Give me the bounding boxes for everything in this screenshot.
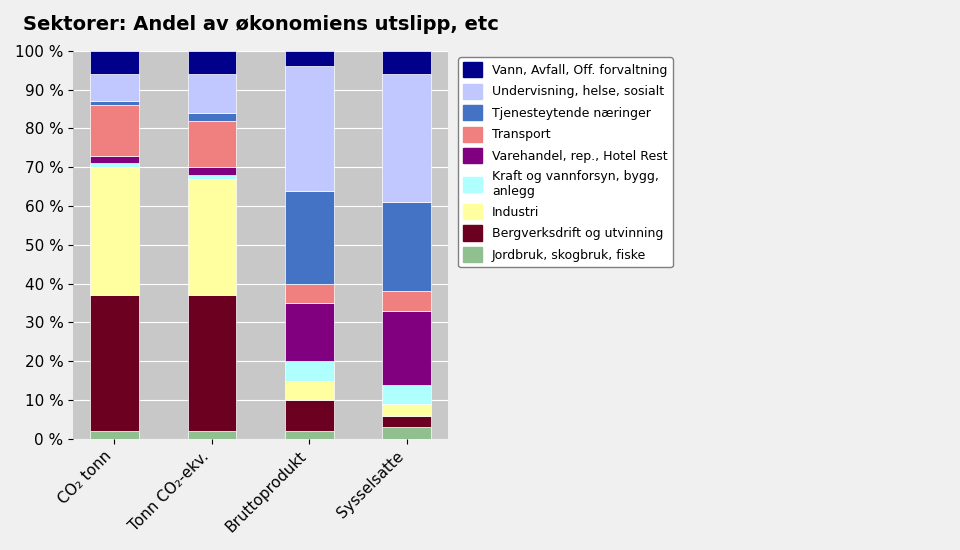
Bar: [285, 190, 334, 284]
Bar: [382, 311, 431, 384]
Bar: [187, 74, 236, 113]
Bar: [382, 384, 431, 404]
Bar: [187, 51, 236, 74]
Bar: [90, 295, 139, 431]
Bar: [382, 51, 431, 74]
Bar: [187, 431, 236, 439]
Bar: [187, 179, 236, 295]
Bar: [90, 105, 139, 156]
Bar: [90, 51, 139, 74]
Bar: [90, 156, 139, 163]
Bar: [382, 292, 431, 311]
Bar: [90, 167, 139, 295]
Bar: [382, 202, 431, 292]
Bar: [285, 51, 334, 67]
Bar: [285, 431, 334, 439]
Bar: [285, 67, 334, 190]
Bar: [187, 120, 236, 167]
Title: Sektorer: Andel av økonomiens utslipp, etc: Sektorer: Andel av økonomiens utslipp, e…: [23, 15, 498, 34]
Bar: [187, 295, 236, 431]
Bar: [382, 404, 431, 416]
Bar: [187, 175, 236, 179]
Bar: [285, 381, 334, 400]
Bar: [285, 284, 334, 303]
Bar: [90, 101, 139, 105]
Bar: [382, 416, 431, 427]
Bar: [90, 74, 139, 101]
Bar: [90, 431, 139, 439]
Bar: [382, 427, 431, 439]
Bar: [285, 303, 334, 361]
Bar: [382, 74, 431, 202]
Bar: [285, 400, 334, 431]
Legend: Vann, Avfall, Off. forvaltning, Undervisning, helse, sosialt, Tjenesteytende nær: Vann, Avfall, Off. forvaltning, Undervis…: [458, 57, 673, 267]
Bar: [285, 361, 334, 381]
Bar: [187, 113, 236, 120]
Bar: [187, 167, 236, 175]
Bar: [90, 163, 139, 167]
